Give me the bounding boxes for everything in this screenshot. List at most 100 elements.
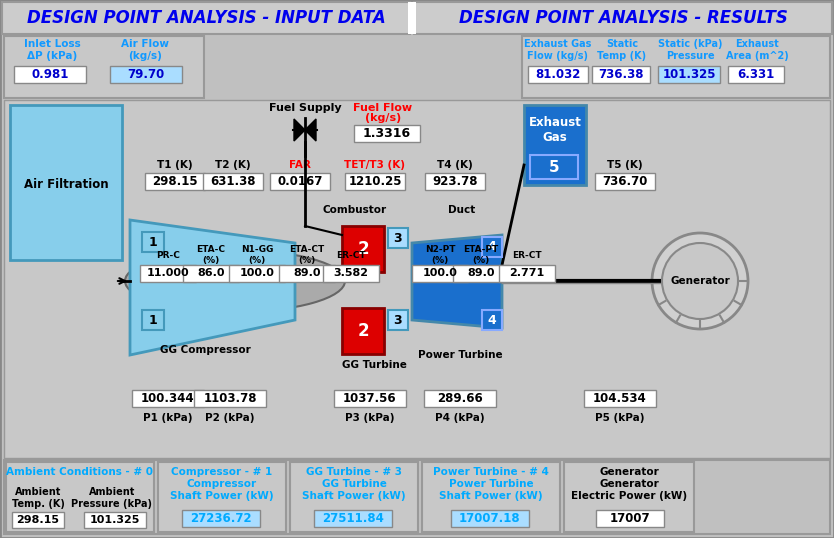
Text: 1210.25: 1210.25 xyxy=(349,175,402,188)
Text: Combustor: Combustor xyxy=(323,205,387,215)
Text: 289.66: 289.66 xyxy=(437,392,483,405)
Text: 100.0: 100.0 xyxy=(423,268,457,279)
Polygon shape xyxy=(294,119,305,141)
Text: ER-CT: ER-CT xyxy=(512,251,542,259)
Text: Power Turbine
Shaft Power (kW): Power Turbine Shaft Power (kW) xyxy=(440,479,543,501)
Bar xyxy=(482,237,502,257)
Text: Inlet Loss
ΔP (kPa): Inlet Loss ΔP (kPa) xyxy=(23,39,80,61)
Text: T1 (K): T1 (K) xyxy=(157,160,193,170)
Text: 101.325: 101.325 xyxy=(90,515,140,525)
Text: 79.70: 79.70 xyxy=(128,68,164,81)
Text: 736.38: 736.38 xyxy=(598,68,644,81)
Text: 2.771: 2.771 xyxy=(510,268,545,279)
Text: 1: 1 xyxy=(148,314,158,327)
Bar xyxy=(323,265,379,282)
Text: 27511.84: 27511.84 xyxy=(322,512,384,525)
Text: Ambient
Temp. (K): Ambient Temp. (K) xyxy=(12,487,64,509)
Bar xyxy=(145,173,205,190)
Text: 2: 2 xyxy=(357,322,369,340)
Bar xyxy=(14,66,86,83)
Text: 89.0: 89.0 xyxy=(294,268,321,279)
Text: Power Turbine: Power Turbine xyxy=(418,350,502,360)
Bar xyxy=(4,460,830,534)
Text: 1.3316: 1.3316 xyxy=(363,127,411,140)
Text: 89.0: 89.0 xyxy=(467,268,495,279)
Text: DESIGN POINT ANALYSIS - INPUT DATA: DESIGN POINT ANALYSIS - INPUT DATA xyxy=(27,9,385,27)
Text: Ambient
Pressure (kPa): Ambient Pressure (kPa) xyxy=(72,487,153,509)
Bar xyxy=(584,390,656,407)
Bar xyxy=(408,2,416,34)
Text: Generator: Generator xyxy=(671,276,730,286)
Bar xyxy=(425,173,485,190)
Bar xyxy=(596,510,664,527)
Text: P3 (kPa): P3 (kPa) xyxy=(345,413,394,423)
Bar xyxy=(414,2,832,34)
Text: 27236.72: 27236.72 xyxy=(190,512,252,525)
Text: GG Turbine - # 3: GG Turbine - # 3 xyxy=(306,467,402,477)
Text: 4: 4 xyxy=(488,240,496,253)
Text: 4: 4 xyxy=(488,314,496,327)
Bar xyxy=(12,512,64,528)
Text: Exhaust
Gas: Exhaust Gas xyxy=(529,116,581,144)
Bar xyxy=(279,265,335,282)
Text: 3: 3 xyxy=(394,314,402,327)
Text: T2 (K): T2 (K) xyxy=(215,160,251,170)
Text: Air Flow
(kg/s): Air Flow (kg/s) xyxy=(121,39,169,61)
Bar xyxy=(424,390,496,407)
Text: (kg/s): (kg/s) xyxy=(364,113,401,123)
Text: T4 (K): T4 (K) xyxy=(437,160,473,170)
Bar xyxy=(422,462,560,532)
Text: 3: 3 xyxy=(394,231,402,244)
Bar xyxy=(182,510,260,527)
Bar xyxy=(158,462,286,532)
Bar xyxy=(345,173,405,190)
Text: Exhaust
Area (m^2): Exhaust Area (m^2) xyxy=(726,39,788,61)
Bar xyxy=(203,173,263,190)
Bar xyxy=(592,66,650,83)
Text: ER-CT: ER-CT xyxy=(336,251,366,259)
Bar xyxy=(194,390,266,407)
Text: Ambient Conditions - # 0: Ambient Conditions - # 0 xyxy=(7,467,153,477)
Text: 17007: 17007 xyxy=(610,512,651,525)
Bar xyxy=(342,226,384,272)
Bar xyxy=(528,66,588,83)
Text: 298.15: 298.15 xyxy=(17,515,59,525)
Circle shape xyxy=(652,233,748,329)
Ellipse shape xyxy=(125,250,345,312)
Text: Static (kPa)
Pressure: Static (kPa) Pressure xyxy=(658,39,722,61)
Text: ETA-CT
(%): ETA-CT (%) xyxy=(289,245,324,265)
Text: Air Filtration: Air Filtration xyxy=(23,179,108,192)
Polygon shape xyxy=(305,119,316,141)
Text: 100.0: 100.0 xyxy=(239,268,274,279)
Text: 923.78: 923.78 xyxy=(432,175,478,188)
Text: DESIGN POINT ANALYSIS - RESULTS: DESIGN POINT ANALYSIS - RESULTS xyxy=(459,9,787,27)
Bar xyxy=(728,66,784,83)
Text: 1037.56: 1037.56 xyxy=(343,392,397,405)
Bar xyxy=(142,232,164,252)
Bar xyxy=(4,100,830,458)
Bar xyxy=(564,462,694,532)
Text: ETA-PT
(%): ETA-PT (%) xyxy=(464,245,499,265)
Text: Power Turbine - # 4: Power Turbine - # 4 xyxy=(433,467,549,477)
Text: 5: 5 xyxy=(549,159,560,174)
Bar xyxy=(342,308,384,354)
Polygon shape xyxy=(130,220,295,355)
Text: Duct: Duct xyxy=(449,205,475,215)
Bar xyxy=(84,512,146,528)
Text: 86.0: 86.0 xyxy=(198,268,224,279)
Text: 17007.18: 17007.18 xyxy=(460,512,520,525)
Text: ETA-C
(%): ETA-C (%) xyxy=(197,245,225,265)
Bar xyxy=(10,105,122,260)
Text: 1103.78: 1103.78 xyxy=(203,392,257,405)
Text: Exhaust Gas
Flow (kg/s): Exhaust Gas Flow (kg/s) xyxy=(525,39,591,61)
Bar xyxy=(183,265,239,282)
Text: P5 (kPa): P5 (kPa) xyxy=(595,413,645,423)
Bar xyxy=(132,390,204,407)
Text: 0.981: 0.981 xyxy=(32,68,68,81)
Text: P1 (kPa): P1 (kPa) xyxy=(143,413,193,423)
Bar xyxy=(658,66,720,83)
Bar xyxy=(524,105,586,185)
Text: N1-GG
(%): N1-GG (%) xyxy=(241,245,274,265)
Text: T5 (K): T5 (K) xyxy=(607,160,643,170)
Text: Fuel Supply: Fuel Supply xyxy=(269,103,341,113)
